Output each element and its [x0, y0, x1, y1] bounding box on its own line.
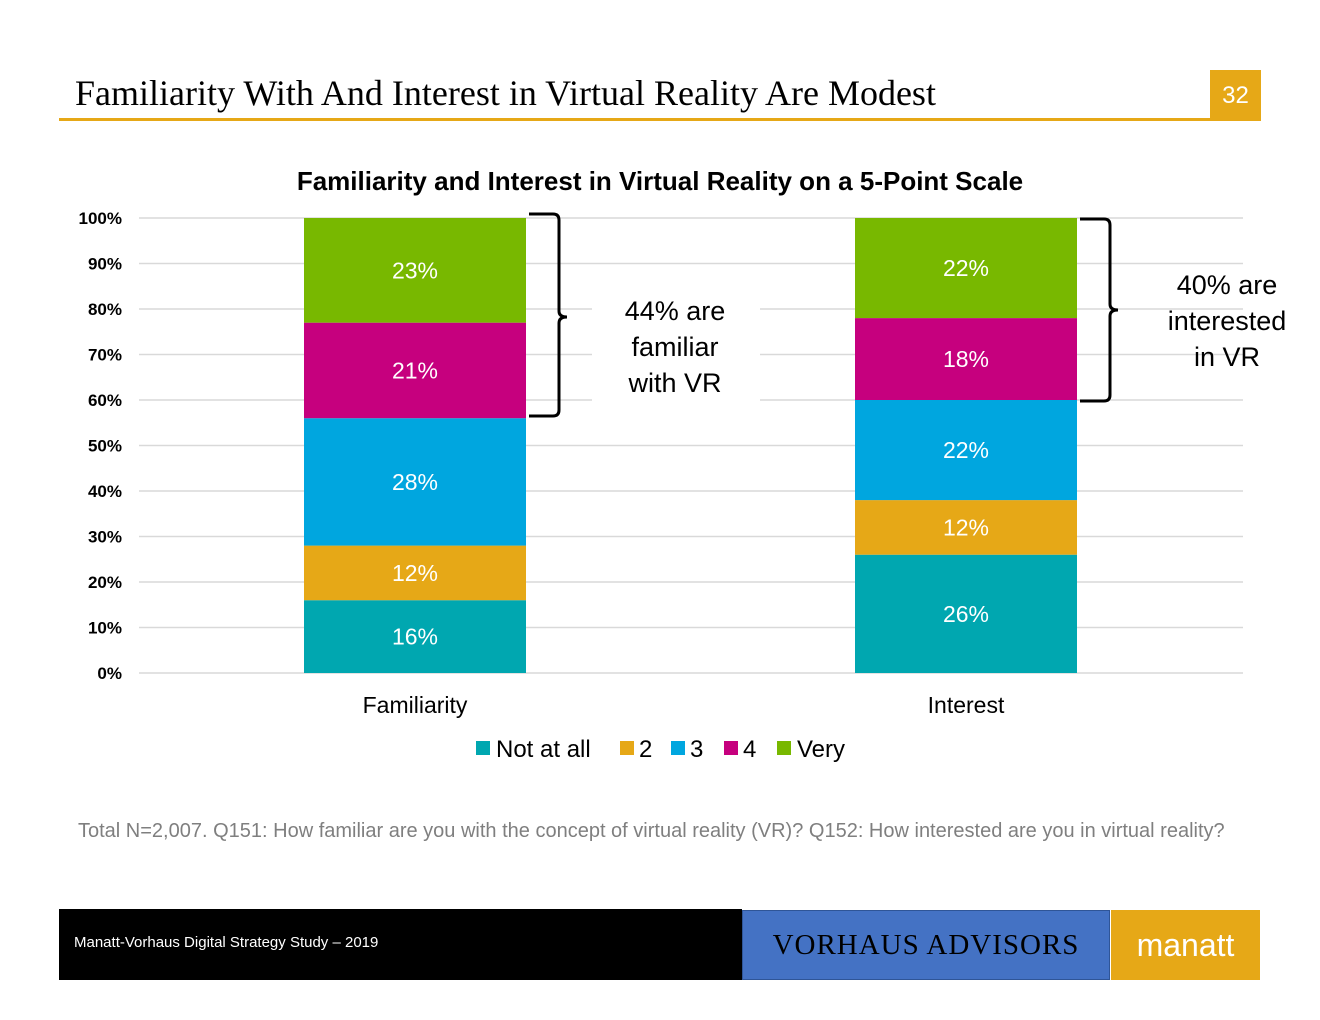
- bar-segment: [855, 318, 1077, 400]
- stacked-bar-chart: Familiarity and Interest in Virtual Real…: [79, 166, 1287, 763]
- x-category-label: Familiarity: [363, 692, 468, 718]
- manatt-logo: manatt: [1111, 910, 1260, 980]
- data-label: 12%: [392, 560, 438, 586]
- y-tick-label: 30%: [88, 528, 122, 547]
- bar-segment: [304, 418, 526, 546]
- y-tick-label: 10%: [88, 619, 122, 638]
- legend-label: 2: [639, 736, 652, 763]
- annotation-text: with VR: [627, 368, 721, 398]
- vorhaus-advisors-logo: VORHAUS ADVISORS: [742, 910, 1110, 980]
- bar-segment: [855, 218, 1077, 319]
- legend-swatch: [671, 741, 685, 755]
- page-number: 32: [1210, 70, 1261, 121]
- data-label: 12%: [943, 514, 989, 540]
- slide-title: Familiarity With And Interest in Virtual…: [75, 73, 936, 113]
- legend-label: Not at all: [496, 736, 591, 763]
- legend-label: Very: [797, 736, 845, 763]
- legend-swatch: [620, 741, 634, 755]
- bar-segment: [855, 400, 1077, 501]
- y-tick-label: 90%: [88, 255, 122, 274]
- bar-segment: [855, 554, 1077, 673]
- annotation-bracket: [1080, 217, 1119, 403]
- legend-label: 4: [743, 736, 756, 763]
- y-tick-label: 100%: [79, 209, 122, 228]
- annotation-text: 44% are: [625, 296, 726, 326]
- chart-title: Familiarity and Interest in Virtual Real…: [297, 166, 1023, 196]
- legend-label: 3: [690, 736, 703, 763]
- x-category-label: Interest: [928, 692, 1005, 718]
- data-label: 26%: [943, 601, 989, 627]
- y-tick-label: 60%: [88, 391, 122, 410]
- footer-study-label: Manatt-Vorhaus Digital Strategy Study – …: [74, 934, 379, 951]
- y-tick-label: 0%: [97, 664, 122, 683]
- y-tick-label: 80%: [88, 300, 122, 319]
- annotation-text: interested: [1168, 306, 1287, 336]
- legend-swatch: [724, 741, 738, 755]
- footer-bar: [59, 909, 742, 980]
- data-label: 18%: [943, 346, 989, 372]
- data-label: 22%: [943, 255, 989, 281]
- y-tick-label: 50%: [88, 437, 122, 456]
- annotation-text: familiar: [631, 332, 718, 362]
- annotation-backdrop: [592, 292, 760, 404]
- annotation-text: 40% are: [1177, 270, 1278, 300]
- bar-segment: [304, 322, 526, 419]
- y-tick-label: 70%: [88, 346, 122, 365]
- data-label: 16%: [392, 624, 438, 650]
- annotation-text: in VR: [1194, 342, 1260, 372]
- bar-segment: [304, 600, 526, 673]
- y-tick-label: 40%: [88, 482, 122, 501]
- title-underline: [59, 118, 1210, 121]
- bar-segment: [304, 218, 526, 323]
- footnote: Total N=2,007. Q151: How familiar are yo…: [78, 820, 1225, 842]
- legend-swatch: [476, 741, 490, 755]
- data-label: 22%: [943, 437, 989, 463]
- bar-segment: [855, 500, 1077, 555]
- bar-segment: [304, 545, 526, 601]
- annotation-bracket: [529, 212, 568, 418]
- data-label: 21%: [392, 357, 438, 383]
- y-tick-label: 20%: [88, 573, 122, 592]
- data-label: 28%: [392, 469, 438, 495]
- data-label: 23%: [392, 257, 438, 283]
- legend-swatch: [777, 741, 791, 755]
